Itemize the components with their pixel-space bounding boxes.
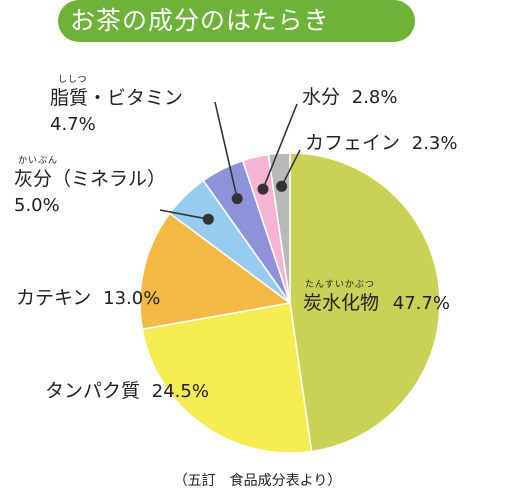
leader-caffeine-dot: [276, 180, 288, 192]
label-pct: 47.7%: [392, 293, 450, 314]
leader-lipid-vitamin-dot: [231, 193, 243, 205]
label-pct: 4.7%: [50, 114, 96, 135]
source-note: （五訂 食品成分表より）: [173, 473, 342, 489]
slice-catechin: [139, 212, 292, 331]
label-caffeine: カフェイン 2.3%: [305, 128, 457, 155]
slice-protein: [141, 302, 313, 454]
label-pct: 24.5%: [151, 381, 209, 402]
leader-ash-dot: [202, 213, 214, 225]
ruby-ash: かいぶん: [18, 156, 59, 166]
leader-ash: [159, 209, 209, 220]
ruby-carbohydrate: たんすいかぶつ: [305, 280, 375, 290]
label-name: カテキン: [16, 287, 92, 309]
label-carbohydrate: たんすいかぶつ 炭水化物 47.7%: [303, 280, 450, 315]
label-catechin: カテキン 13.0%: [16, 283, 160, 310]
label-name: 脂質・ビタミン: [50, 87, 184, 109]
chart-title: お茶の成分のはたらき: [70, 6, 330, 35]
label-name: 水分: [302, 86, 341, 108]
label-water: 水分 2.8%: [302, 82, 397, 109]
label-name: カフェイン: [305, 132, 401, 154]
label-pct: 5.0%: [14, 195, 60, 216]
slice-carbohydrate: [289, 152, 441, 453]
label-ash: かいぶん 灰分（ミネラル） 5.0%: [14, 156, 167, 216]
leader-lipid-vitamin: [214, 101, 238, 199]
label-protein: タンパク質 24.5%: [45, 376, 209, 403]
label-name: 灰分（ミネラル）: [14, 168, 167, 190]
label-pct: 2.3%: [411, 133, 458, 154]
label-name: タンパク質: [45, 380, 141, 402]
leader-water-dot: [257, 183, 269, 195]
ruby-lipid: ししつ: [58, 75, 88, 85]
label-name: 炭水化物: [303, 292, 380, 314]
title-banner: [58, 0, 415, 42]
label-pct: 2.8%: [351, 87, 398, 108]
label-pct: 13.0%: [103, 288, 161, 309]
label-lipid-vitamin: ししつ 脂質・ビタミン 4.7%: [50, 75, 184, 135]
leader-water: [262, 103, 298, 190]
leader-caffeine: [280, 149, 301, 187]
